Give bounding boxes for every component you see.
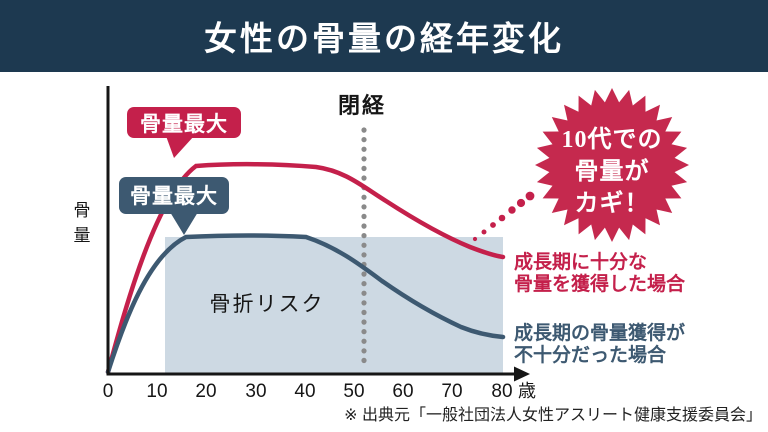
x-tick-20: 20 <box>195 381 216 402</box>
x-tick-60: 60 <box>392 381 413 402</box>
x-axis-unit: 歳 <box>518 381 536 401</box>
peak-badge-sufficient: 骨量最大 <box>127 107 241 158</box>
x-axis-arrow <box>514 366 530 382</box>
starburst-line-1: 10代での <box>562 126 663 153</box>
sufficient-bone-mass-curve <box>105 161 506 375</box>
starburst-line-2: 骨量が <box>575 157 650 185</box>
starburst-line-3: カギ！ <box>575 190 650 217</box>
page-title: 女性の骨量の経年変化 <box>204 20 564 57</box>
x-tick-10: 10 <box>146 381 167 402</box>
dotted-connector <box>472 191 535 242</box>
starburst-shape <box>535 88 689 242</box>
y-axis-label-char-2: 量 <box>74 226 91 245</box>
peak-badge-insufficient-label: 骨量最大 <box>130 185 218 208</box>
x-tick-50: 50 <box>343 381 364 402</box>
caption-sufficient-line-2: 骨量を獲得した場合 <box>514 272 686 295</box>
y-axis-label-char-1: 骨 <box>74 201 91 220</box>
caption-insufficient-line-2: 不十分だった場合 <box>514 343 667 366</box>
menopause-label: 閉経 <box>338 93 386 118</box>
x-axis-ticks: 0 10 20 30 40 50 60 70 80 歳 <box>103 381 536 402</box>
source-credit: ※ 出典元「一般社団法人女性アスリート健康支援委員会」 <box>344 405 762 424</box>
fracture-risk-area <box>165 237 503 373</box>
caption-insufficient-line-1: 成長期の骨量獲得が <box>514 321 685 344</box>
caption-sufficient-line-1: 成長期に十分な <box>514 250 647 273</box>
fracture-risk-label: 骨折リスク <box>210 293 325 316</box>
x-tick-30: 30 <box>245 381 266 402</box>
peak-badge-sufficient-label: 骨量最大 <box>140 113 228 136</box>
header-banner: 女性の骨量の経年変化 <box>0 0 768 72</box>
x-tick-0: 0 <box>103 381 114 402</box>
insufficient-bone-mass-curve <box>105 233 506 375</box>
x-tick-80: 80 <box>491 381 512 402</box>
x-tick-40: 40 <box>294 381 315 402</box>
x-tick-70: 70 <box>441 381 462 402</box>
peak-badge-insufficient: 骨量最大 <box>119 177 229 235</box>
